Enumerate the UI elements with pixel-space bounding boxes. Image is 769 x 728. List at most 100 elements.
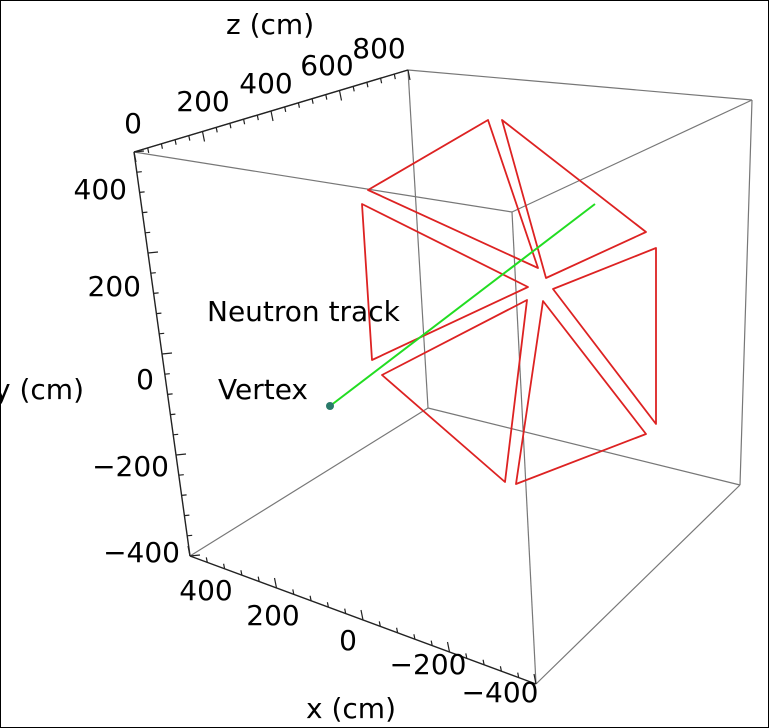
tick-mark (136, 171, 142, 173)
vertex-point (326, 402, 334, 410)
detector-panel (367, 119, 539, 269)
tick-mark (499, 666, 502, 672)
detector-panel (381, 299, 528, 483)
x-tick-labels: 400 200 0 −200 −400 (179, 574, 538, 709)
tick-mark (297, 102, 300, 108)
tick-mark (167, 393, 173, 395)
tick-mark (446, 641, 451, 653)
tick-mark (325, 94, 328, 100)
x-tick-label: −200 (390, 648, 467, 681)
neutron-track-line (329, 203, 596, 407)
tick-mark (188, 135, 191, 141)
tick-mark (181, 494, 187, 496)
tick-mark (257, 576, 260, 582)
tick-mark (273, 577, 278, 589)
tick-mark (160, 143, 163, 149)
tick-mark (344, 608, 347, 614)
tick-mark (270, 110, 274, 122)
tick-mark (164, 373, 170, 375)
z-tick-label: 800 (352, 32, 405, 65)
tick-mark (156, 312, 162, 315)
x-tick-label: −400 (462, 676, 539, 709)
tick-mark (173, 433, 179, 436)
z-tick-label: 0 (124, 107, 142, 140)
tick-mark (133, 151, 137, 163)
tick-mark (338, 90, 343, 101)
tick-mark (284, 106, 287, 113)
box-edge (511, 99, 753, 213)
tick-mark (366, 82, 369, 88)
z-tick-label: 600 (300, 49, 353, 82)
box-edge (407, 69, 429, 409)
tick-mark (150, 272, 156, 274)
tick-mark (189, 554, 201, 557)
box-edge (511, 211, 537, 685)
detector-panel (552, 247, 657, 425)
z-axis-label: z (cm) (226, 8, 315, 41)
x-tick-label: 200 (246, 599, 299, 632)
box-edge (133, 151, 513, 213)
tick-mark (311, 98, 314, 104)
tick-mark (142, 211, 148, 214)
tick-mark (465, 653, 468, 659)
z-tick-labels: 0 200 400 600 800 (124, 32, 406, 140)
x-tick-label: 0 (339, 624, 357, 657)
tick-mark (309, 595, 312, 601)
tick-mark (223, 563, 226, 569)
x-tick-label: 400 (179, 574, 232, 607)
tick-mark (413, 634, 416, 640)
tick-mark (482, 659, 485, 665)
vertex-annotation: Vertex (218, 373, 308, 406)
tick-mark (407, 69, 411, 81)
tick-mark (175, 453, 187, 456)
tick-mark (326, 602, 329, 608)
tick-mark (360, 609, 364, 621)
y-tick-label: 0 (136, 363, 154, 396)
y-tick-label: 200 (88, 270, 141, 303)
tick-mark (159, 332, 165, 335)
detector-panels (361, 119, 657, 485)
box-edge (427, 407, 741, 486)
y-tick-labels: 400 200 0 −200 −400 (74, 173, 180, 569)
tick-mark (139, 191, 145, 193)
tick-marks (133, 69, 537, 685)
box-edge (189, 407, 429, 557)
tick-mark (153, 292, 159, 294)
tick-mark (352, 86, 355, 92)
z-tick-label: 200 (176, 85, 229, 118)
tick-mark (187, 545, 191, 557)
tick-mark (178, 474, 184, 476)
tick-mark (393, 73, 396, 80)
tick-mark (184, 514, 190, 517)
tick-mark (292, 589, 295, 595)
tick-mark (147, 147, 150, 154)
y-axis-label: y (cm) (0, 373, 84, 406)
x-axis-label: x (cm) (306, 692, 396, 725)
tick-mark (133, 150, 145, 153)
tick-mark (430, 640, 433, 646)
y-tick-label: −200 (92, 450, 169, 483)
tick-mark (215, 127, 218, 133)
track-annotation: Neutron track (207, 295, 401, 328)
z-tick-label: 400 (239, 67, 292, 100)
tick-mark (378, 621, 381, 627)
detector-panel (501, 119, 647, 279)
tick-mark (240, 570, 243, 576)
box-edge (739, 99, 753, 486)
box-edge (535, 484, 741, 685)
y-tick-label: −400 (103, 536, 180, 569)
tick-mark (187, 534, 193, 537)
tick-mark (170, 413, 176, 416)
tick-mark (201, 131, 206, 142)
tick-mark (205, 557, 208, 563)
y-tick-label: 400 (74, 173, 127, 206)
tick-mark (380, 78, 383, 84)
tick-mark (161, 352, 173, 355)
tick-mark (517, 672, 520, 678)
tick-mark (229, 123, 232, 129)
tick-mark (145, 231, 151, 234)
tick-mark (533, 673, 537, 685)
detector-panel (361, 203, 529, 361)
tick-mark (243, 119, 246, 125)
